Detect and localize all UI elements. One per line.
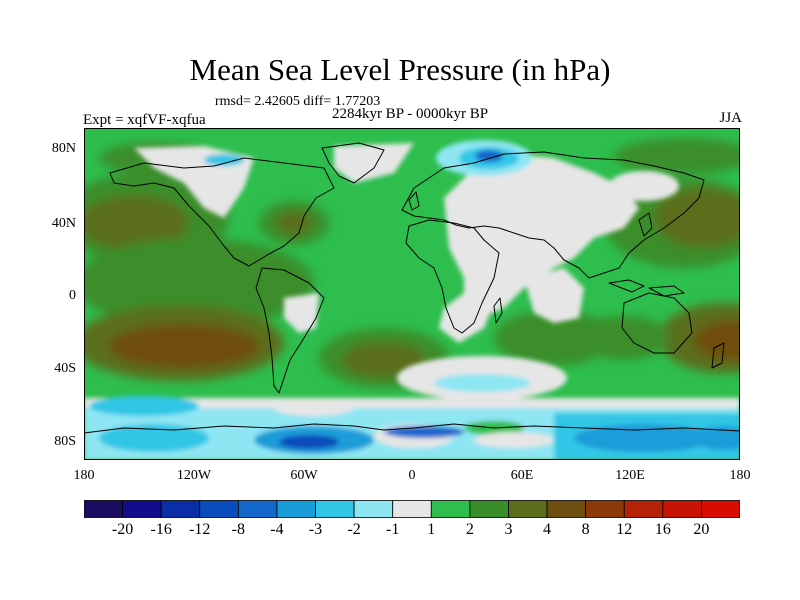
colorbar-cell (353, 500, 394, 518)
period-label: 2284kyr BP - 0000kyr BP (331, 106, 489, 122)
colorbar-label: 4 (543, 521, 552, 538)
colorbar-label: 16 (654, 521, 671, 538)
lon-label-0: 0 (408, 468, 416, 483)
colorbar-cell (469, 500, 509, 518)
colorbar-cell (315, 500, 355, 518)
colorbar-label: 20 (693, 521, 710, 538)
lat-label-80s: 80S (54, 434, 76, 449)
colorbar-label: -2 (347, 521, 361, 538)
colorbar-cells (84, 500, 740, 518)
colorbar-cell (199, 500, 239, 518)
coastlines (84, 142, 740, 434)
colorbar-cell (276, 500, 316, 518)
colorbar-cell (84, 500, 123, 518)
colorbar-label: 3 (504, 521, 513, 538)
colorbar-label: -16 (150, 521, 172, 538)
colorbar-cell (546, 500, 587, 518)
plot-title: Mean Sea Level Pressure (in hPa) (189, 52, 611, 87)
anomaly-field (84, 128, 740, 460)
colorbar-cell (662, 500, 702, 518)
colorbar-label: 1 (427, 521, 436, 538)
colorbar-label: 8 (581, 521, 590, 538)
colorbar-label: -8 (231, 521, 245, 538)
colorbar-cell (430, 500, 471, 518)
colorbar-cell (508, 500, 548, 518)
lat-label-40s: 40S (54, 361, 76, 376)
colorbar-cell (237, 500, 278, 518)
lon-label-180e: 180 (729, 468, 751, 483)
colorbar-cell (160, 500, 201, 518)
lon-label-60w: 60W (290, 468, 318, 483)
map-frame (84, 128, 740, 460)
experiment-label: Expt = xqfVF-xqfua (83, 112, 206, 128)
lon-label-120e: 120E (615, 468, 645, 483)
lon-label-120w: 120W (176, 468, 212, 483)
colorbar-label: 2 (465, 521, 474, 538)
lon-label-60e: 60E (510, 468, 534, 483)
colorbar-cell (623, 500, 664, 518)
lat-label-80n: 80N (51, 141, 76, 156)
colorbar-cell (701, 500, 740, 518)
colorbar-label: -1 (386, 521, 400, 538)
pressure-anomaly-map (84, 128, 740, 460)
colorbar-cell (392, 500, 432, 518)
lon-label-180w: 180 (73, 468, 95, 483)
colorbar-label: 12 (616, 521, 633, 538)
colorbar-cell (122, 500, 162, 518)
colorbar-label: -4 (270, 521, 284, 538)
colorbar-label: -12 (189, 521, 211, 538)
stats-line: rmsd= 2.42605 diff= 1.77203 (215, 94, 381, 109)
colorbar-label: -3 (308, 521, 323, 538)
lat-label-0: 0 (69, 288, 76, 303)
lat-label-40n: 40N (51, 216, 76, 231)
colorbar (84, 500, 740, 518)
colorbar-cell (585, 500, 625, 518)
season-label: JJA (719, 110, 742, 126)
colorbar-label: -20 (111, 521, 134, 538)
